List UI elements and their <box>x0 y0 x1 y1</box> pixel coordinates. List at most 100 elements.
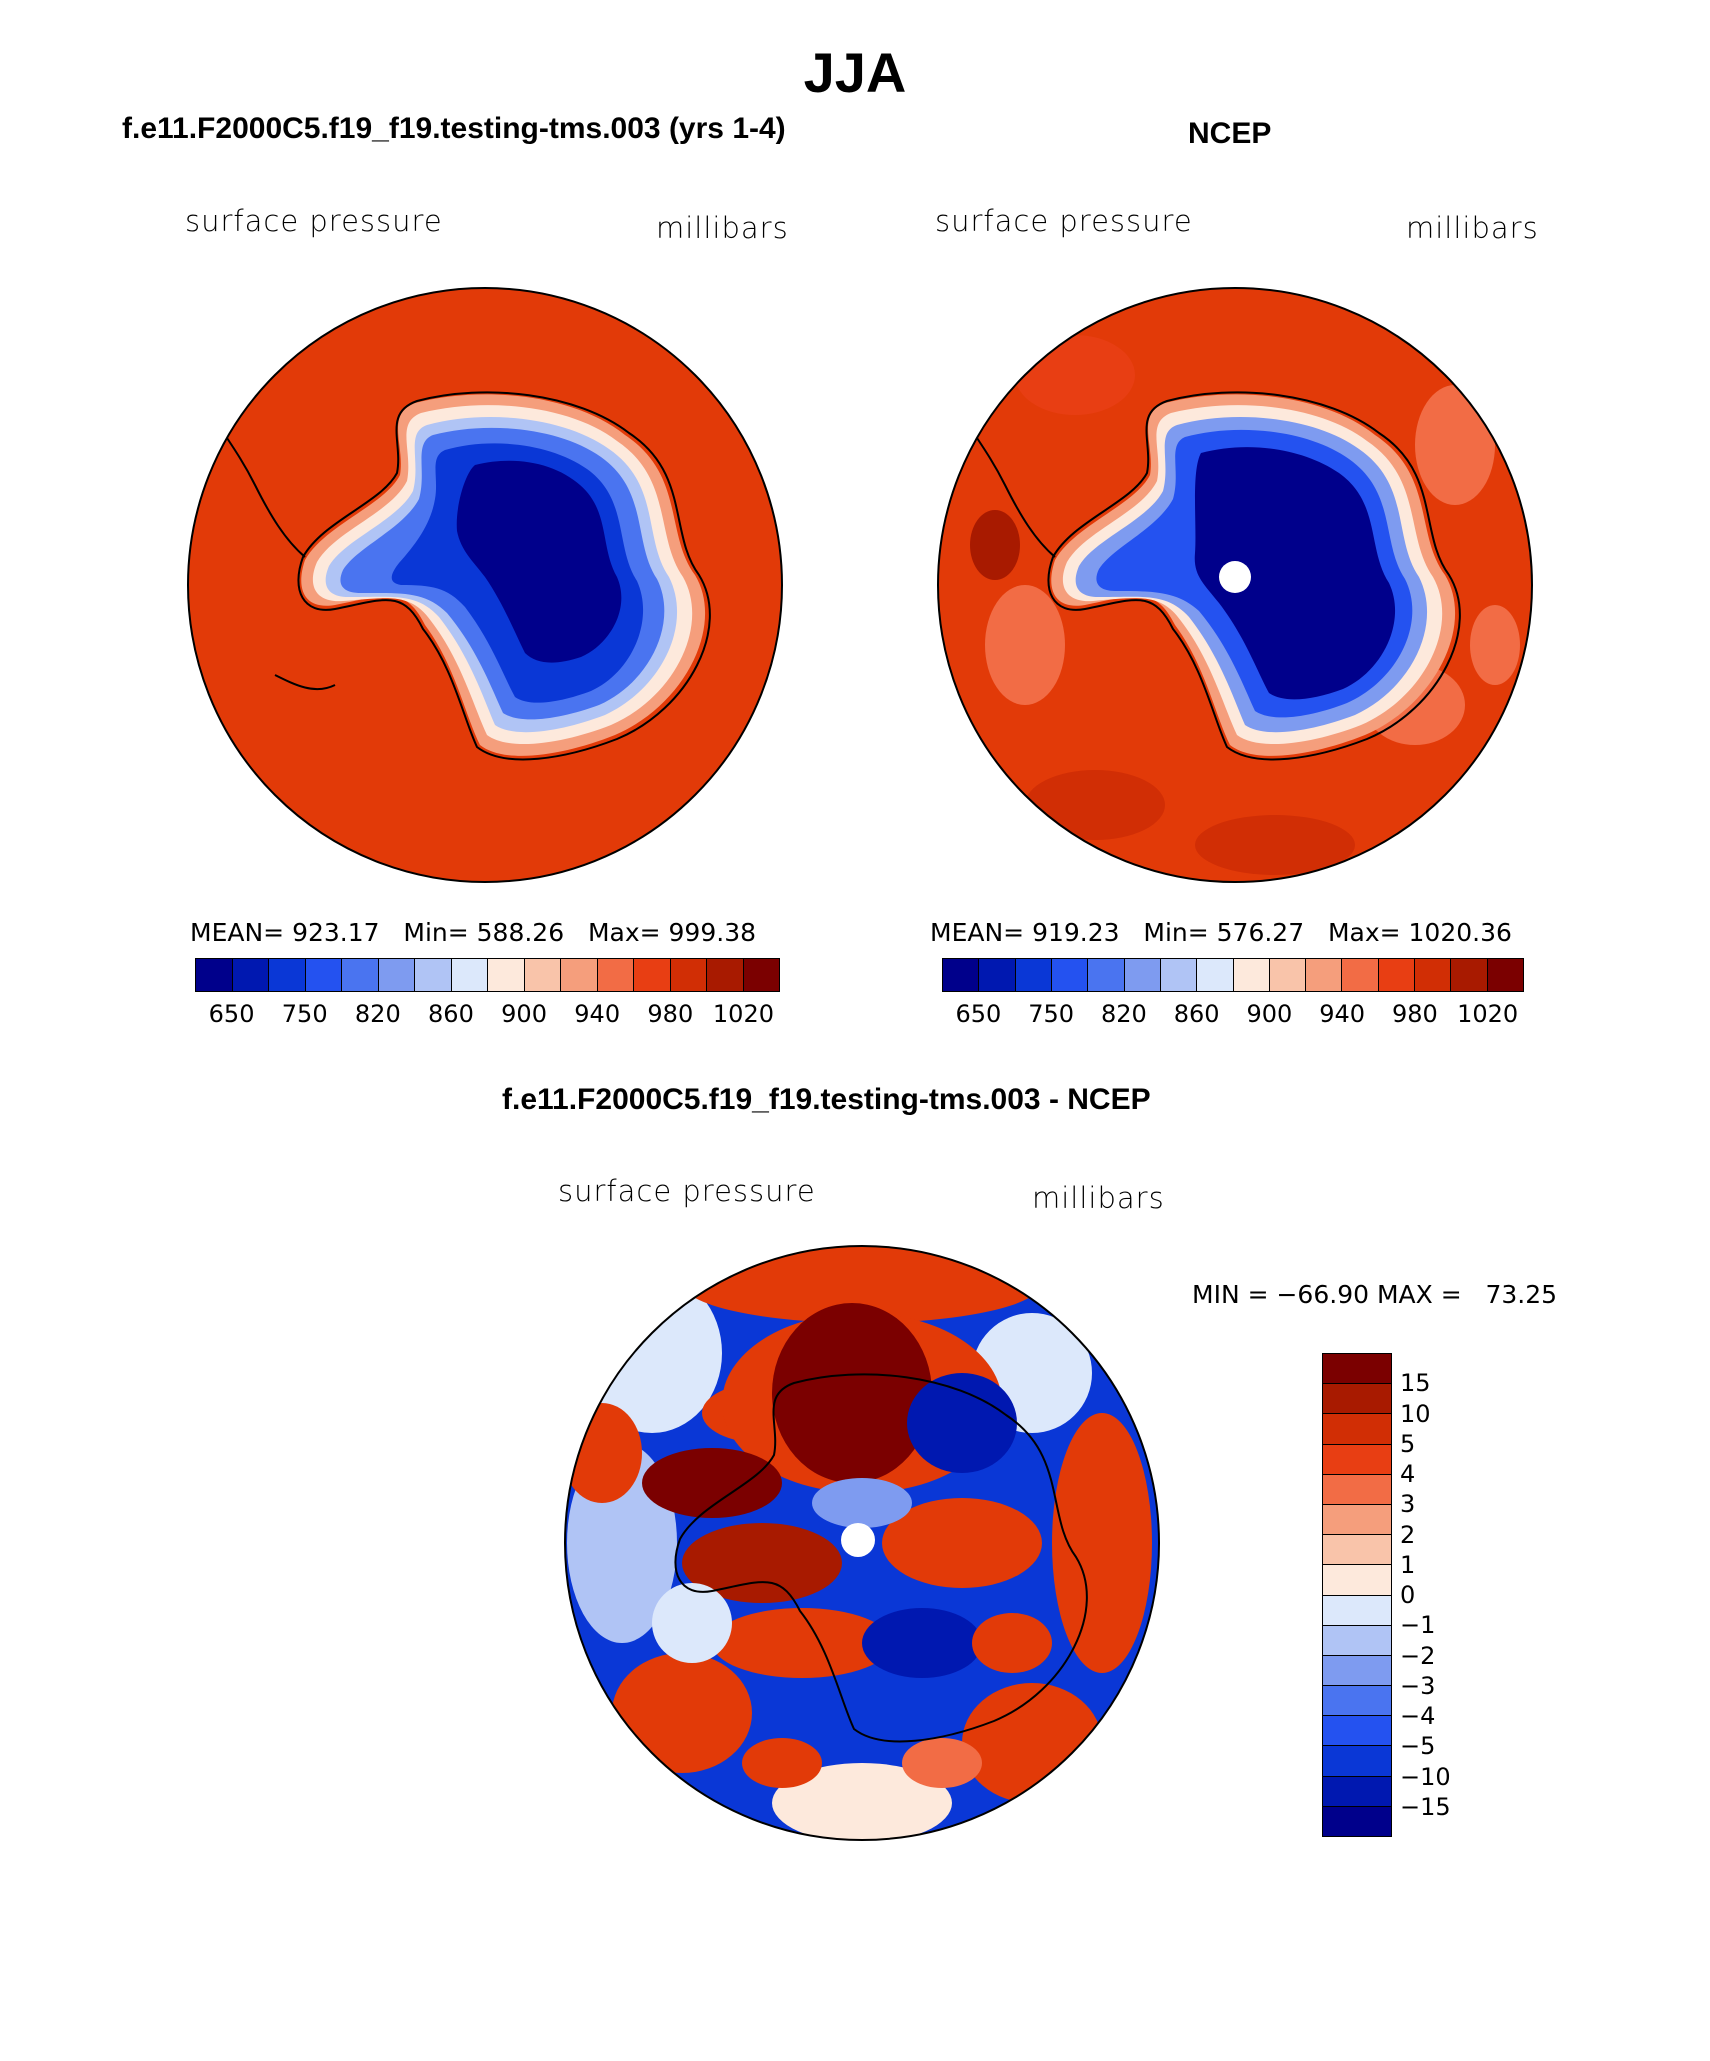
colorbar-swatch <box>1323 1716 1391 1747</box>
colorbar-swatch <box>1323 1474 1391 1505</box>
colorbar-swatch <box>1323 1686 1391 1717</box>
colorbar-tick-label: −1 <box>1400 1611 1436 1640</box>
colorbar-tick-label: 1020 <box>712 1000 774 1028</box>
panel1-polar-map <box>187 287 783 883</box>
colorbar-tick-label: −10 <box>1400 1762 1451 1791</box>
diff-units-label: millibars <box>1032 1181 1165 1215</box>
colorbar-tick-label: 820 <box>1100 1000 1147 1028</box>
colorbar-swatch <box>1323 1625 1391 1656</box>
colorbar-swatch <box>561 959 598 991</box>
colorbar-swatch <box>943 959 980 991</box>
colorbar-swatch <box>707 959 744 991</box>
colorbar-swatch <box>1323 1414 1391 1445</box>
colorbar-swatch <box>488 959 525 991</box>
colorbar-swatch <box>1323 1655 1391 1687</box>
colorbar-swatch <box>1323 1565 1391 1596</box>
colorbar-tick-label: 940 <box>574 1000 621 1028</box>
colorbar-swatch <box>597 959 634 991</box>
colorbar-tick-label: 860 <box>1173 1000 1220 1028</box>
diff-variable-label: surface pressure <box>558 1174 816 1208</box>
diff-polar-map <box>564 1245 1160 1841</box>
colorbar-swatch <box>1323 1535 1391 1566</box>
colorbar-swatch <box>1233 959 1270 991</box>
panel1-stats: MEAN= 923.17 Min= 588.26 Max= 999.38 <box>190 918 757 947</box>
colorbar-swatch <box>743 959 779 991</box>
colorbar-swatch <box>1323 1806 1391 1836</box>
colorbar-swatch <box>1415 959 1452 991</box>
colorbar-swatch <box>1197 959 1234 991</box>
diff-colorbar-ticks: 15 10 5 4 3 2 1 0 −1 −2 −3 −4 −5 −10 −15 <box>1400 1353 1490 1837</box>
panel2-units-label: millibars <box>1406 211 1539 245</box>
colorbar-tick-label: 5 <box>1400 1429 1416 1458</box>
panel2-polar-map <box>937 287 1533 883</box>
colorbar-swatch <box>269 959 306 991</box>
colorbar-swatch <box>1051 959 1089 991</box>
colorbar-swatch <box>1342 959 1379 991</box>
colorbar-tick-label: 900 <box>501 1000 547 1028</box>
colorbar-tick-label: 900 <box>1246 1000 1293 1028</box>
figure-title: JJA <box>803 41 907 104</box>
colorbar-swatch <box>1451 959 1488 991</box>
colorbar-tick-label: 15 <box>1400 1369 1431 1398</box>
colorbar-tick-label: 750 <box>1028 1000 1075 1028</box>
colorbar-tick-label: 650 <box>208 1000 255 1028</box>
colorbar-swatch <box>1323 1354 1391 1385</box>
colorbar-swatch <box>451 959 488 991</box>
diff-minmax: MIN = −66.90 MAX = 73.25 <box>1192 1280 1558 1309</box>
colorbar-swatch <box>979 959 1016 991</box>
colorbar-tick-label: 750 <box>281 1000 328 1028</box>
colorbar-tick-label: 820 <box>354 1000 401 1028</box>
colorbar-tick-label: 2 <box>1400 1520 1416 1549</box>
colorbar-swatch <box>305 959 342 991</box>
diff-colorbar <box>1322 1353 1392 1837</box>
colorbar-swatch <box>1306 959 1343 991</box>
colorbar-tick-label: 10 <box>1400 1399 1431 1428</box>
panel1-colorbar <box>195 958 780 992</box>
colorbar-swatch <box>1487 959 1523 991</box>
colorbar-swatch <box>1124 959 1161 991</box>
panel1-heading: f.e11.F2000C5.f19_f19.testing-tms.003 (y… <box>122 112 786 145</box>
colorbar-tick-label: 940 <box>1319 1000 1366 1028</box>
diff-heading: f.e11.F2000C5.f19_f19.testing-tms.003 - … <box>502 1083 1151 1116</box>
panel2-heading: NCEP <box>1188 117 1272 150</box>
colorbar-swatch <box>1269 959 1307 991</box>
colorbar-swatch <box>342 959 379 991</box>
colorbar-tick-label: 980 <box>647 1000 694 1028</box>
colorbar-swatch <box>196 959 233 991</box>
colorbar-tick-label: 980 <box>1391 1000 1438 1028</box>
colorbar-swatch <box>1323 1746 1391 1777</box>
colorbar-swatch <box>1323 1444 1391 1475</box>
colorbar-swatch <box>1160 959 1198 991</box>
colorbar-swatch <box>232 959 269 991</box>
colorbar-tick-label: 1 <box>1400 1550 1416 1579</box>
colorbar-swatch <box>415 959 452 991</box>
panel2-colorbar <box>942 958 1524 992</box>
colorbar-swatch <box>1323 1595 1391 1626</box>
colorbar-swatch <box>1015 959 1052 991</box>
colorbar-tick-label: 1020 <box>1457 1000 1519 1028</box>
panel2-colorbar-ticks: 650 750 820 860 900 940 980 1020 <box>942 1000 1524 1030</box>
colorbar-tick-label: 4 <box>1400 1460 1416 1488</box>
colorbar-swatch <box>378 959 415 991</box>
panel1-units-label: millibars <box>656 211 789 245</box>
colorbar-tick-label: −2 <box>1400 1641 1436 1670</box>
colorbar-swatch <box>1088 959 1125 991</box>
colorbar-tick-label: 650 <box>955 1000 1002 1028</box>
colorbar-tick-label: 0 <box>1400 1581 1416 1609</box>
colorbar-swatch <box>670 959 707 991</box>
colorbar-swatch <box>524 959 561 991</box>
colorbar-tick-label: −4 <box>1400 1702 1436 1730</box>
colorbar-tick-label: 860 <box>428 1000 474 1028</box>
panel2-stats: MEAN= 919.23 Min= 576.27 Max= 1020.36 <box>930 918 1512 947</box>
colorbar-swatch <box>1323 1384 1391 1415</box>
colorbar-swatch <box>1323 1776 1391 1807</box>
panel1-variable-label: surface pressure <box>185 204 443 238</box>
panel2-variable-label: surface pressure <box>935 204 1193 238</box>
colorbar-tick-label: −3 <box>1400 1671 1436 1700</box>
colorbar-swatch <box>1323 1504 1391 1536</box>
colorbar-swatch <box>1378 959 1416 991</box>
colorbar-tick-label: −15 <box>1400 1792 1451 1821</box>
panel1-colorbar-ticks: 650 750 820 860 900 940 980 1020 <box>195 1000 780 1030</box>
colorbar-tick-label: −5 <box>1400 1732 1436 1761</box>
colorbar-tick-label: 3 <box>1400 1490 1416 1519</box>
